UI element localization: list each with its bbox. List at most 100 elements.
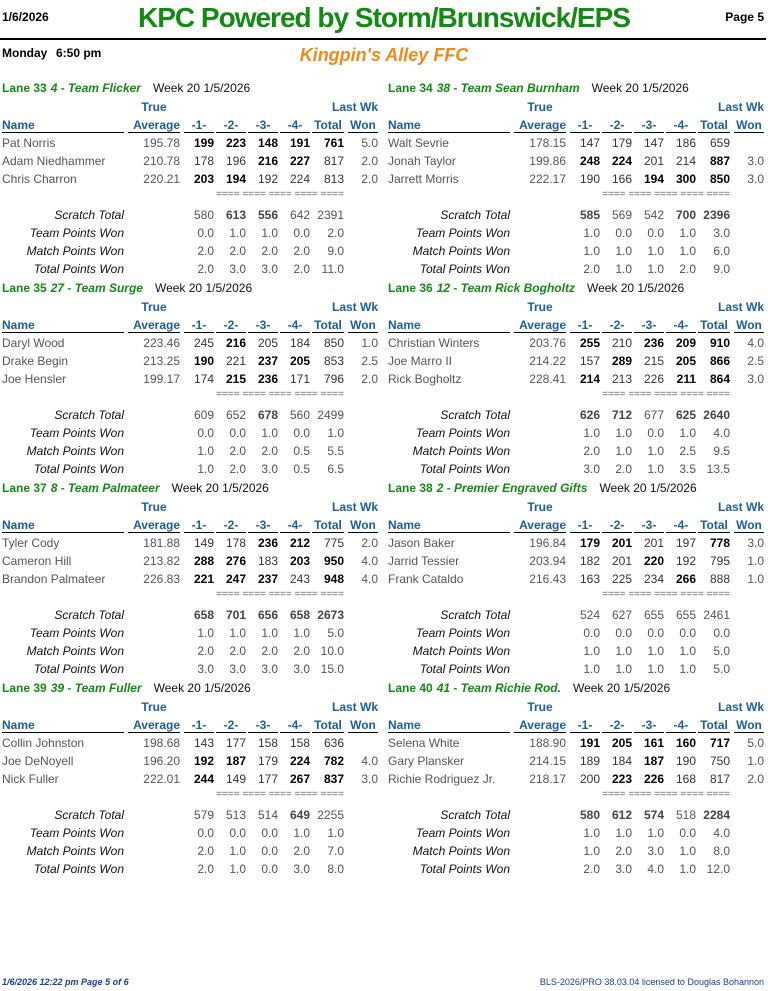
- row-label-scratch: Scratch Total: [54, 408, 124, 422]
- player-average: 188.90: [529, 736, 566, 750]
- total-value-g2: 3.0: [615, 862, 632, 876]
- lane-header: Lane 35 27 - Team Surge Week 20 1/5/2026: [2, 281, 252, 295]
- col-won: Won: [734, 118, 764, 133]
- player-score-total: 817: [323, 154, 344, 168]
- player-score-g3: 236: [257, 372, 278, 386]
- total-value-g4: 1.0: [679, 662, 696, 676]
- lane-block: Lane 35 27 - Team Surge Week 20 1/5/2026 Tr…: [0, 281, 380, 481]
- player-score-g1: 192: [193, 754, 214, 768]
- player-score-g2: 187: [225, 754, 246, 768]
- lane-block: Lane 38 2 - Premier Engraved Gifts Week 20…: [386, 481, 766, 681]
- player-name: Joe DeNoyell: [2, 754, 74, 768]
- match-value-g4: 2.0: [293, 644, 310, 658]
- col-g2: -2-: [602, 318, 632, 333]
- lane-block: Lane 34 38 - Team Sean Burnham Week 20 1/5…: [386, 81, 766, 281]
- player-score-g2: 224: [611, 154, 632, 168]
- team-name: 39 - Team Fuller: [50, 681, 142, 695]
- total-value-g1: 2.0: [583, 262, 600, 276]
- team-value-g2: 0.0: [615, 626, 632, 640]
- player-score-g3: 161: [643, 736, 664, 750]
- player-last-week-won: 2.0: [361, 372, 378, 386]
- player-last-week-won: 3.0: [361, 772, 378, 786]
- col-name: Name: [388, 118, 510, 133]
- match-value-g2: 1.0: [615, 444, 632, 458]
- player-score-g3: 158: [257, 736, 278, 750]
- footer-timestamp: 1/6/2026 12:22 pm Page 5 of 6: [2, 977, 129, 987]
- row-label-total: Total Points Won: [33, 862, 124, 876]
- team-value-g2: 0.0: [229, 826, 246, 840]
- match-value-g1: 2.0: [197, 244, 214, 258]
- col-g2: -2-: [602, 518, 632, 533]
- separator: ==== ==== ==== ==== ====: [216, 189, 344, 200]
- footer-license: BLS-2026/PRO 38.03.04 licensed to Dougla…: [539, 977, 764, 987]
- scratch-value-g3: 542: [643, 208, 664, 222]
- row-label-team: Team Points Won: [29, 626, 124, 640]
- team-value-total: 4.0: [713, 826, 730, 840]
- player-score-g4: 211: [676, 372, 696, 386]
- lane-number: Lane 38: [388, 481, 433, 495]
- match-value-total: 5.0: [713, 644, 730, 658]
- player-score-total: 837: [323, 772, 344, 786]
- player-score-g3: 237: [257, 572, 278, 586]
- col-won: Won: [348, 118, 378, 133]
- player-average: 203.76: [529, 336, 566, 350]
- player-average: 196.20: [143, 754, 180, 768]
- col-g2: -2-: [602, 718, 632, 733]
- team-value-total: 4.0: [713, 426, 730, 440]
- col-g3: -3-: [634, 318, 664, 333]
- col-average: Average: [514, 518, 566, 533]
- row-label-total: Total Points Won: [419, 662, 510, 676]
- lane-number: Lane 37: [2, 481, 47, 495]
- row-label-team: Team Points Won: [415, 226, 510, 240]
- player-score-g1: 147: [579, 136, 600, 150]
- scratch-value-g1: 580: [193, 208, 214, 222]
- col-g4: -4-: [280, 718, 310, 733]
- row-label-match: Match Points Won: [26, 444, 124, 458]
- team-name: 38 - Team Sean Burnham: [436, 81, 580, 95]
- total-value-g3: 3.0: [261, 462, 278, 476]
- separator: ==== ==== ==== ==== ====: [602, 589, 730, 600]
- total-value-g1: 1.0: [197, 462, 214, 476]
- col-total: Total: [312, 118, 344, 133]
- match-value-total: 6.0: [713, 244, 730, 258]
- col-true: True: [141, 100, 167, 114]
- player-score-total: 817: [709, 772, 730, 786]
- player-score-total: 750: [709, 754, 730, 768]
- team-value-g4: 1.0: [679, 426, 696, 440]
- player-last-week-won: 1.0: [747, 572, 764, 586]
- team-value-g4: 0.0: [679, 626, 696, 640]
- player-score-g4: 212: [289, 536, 310, 550]
- team-value-g3: 0.0: [647, 626, 664, 640]
- player-last-week-won: 1.0: [747, 754, 764, 768]
- col-total: Total: [698, 318, 730, 333]
- lane-number: Lane 39: [2, 681, 47, 695]
- player-score-g2: 247: [225, 572, 246, 586]
- player-score-g1: 163: [579, 572, 600, 586]
- player-name: Tyler Cody: [2, 536, 60, 550]
- player-score-g2: 223: [225, 136, 246, 150]
- player-average: 203.94: [529, 554, 566, 568]
- team-value-total: 2.0: [327, 226, 344, 240]
- lane-block: Lane 36 12 - Team Rick Bogholtz Week 20 1/…: [386, 281, 766, 481]
- col-won: Won: [734, 718, 764, 733]
- player-score-g2: 201: [611, 554, 632, 568]
- col-last-wk: Last Wk: [717, 700, 764, 714]
- player-score-g3: 216: [257, 154, 278, 168]
- match-value-g4: 2.0: [293, 244, 310, 258]
- player-average: 199.17: [143, 372, 180, 386]
- player-average: 218.17: [529, 772, 566, 786]
- player-score-g4: 224: [289, 754, 310, 768]
- player-score-total: 782: [323, 754, 344, 768]
- col-g2: -2-: [216, 118, 246, 133]
- col-g3: -3-: [248, 518, 278, 533]
- player-name: Cameron Hill: [2, 554, 72, 568]
- player-average: 199.86: [529, 154, 566, 168]
- match-value-g3: 2.0: [261, 644, 278, 658]
- player-score-total: 775: [323, 536, 344, 550]
- col-last-wk: Last Wk: [717, 100, 764, 114]
- col-won: Won: [734, 318, 764, 333]
- match-value-g1: 1.0: [583, 244, 600, 258]
- player-score-g1: 179: [579, 536, 600, 550]
- scratch-value-total: 2499: [317, 408, 344, 422]
- team-name: 8 - Team Palmateer: [50, 481, 160, 495]
